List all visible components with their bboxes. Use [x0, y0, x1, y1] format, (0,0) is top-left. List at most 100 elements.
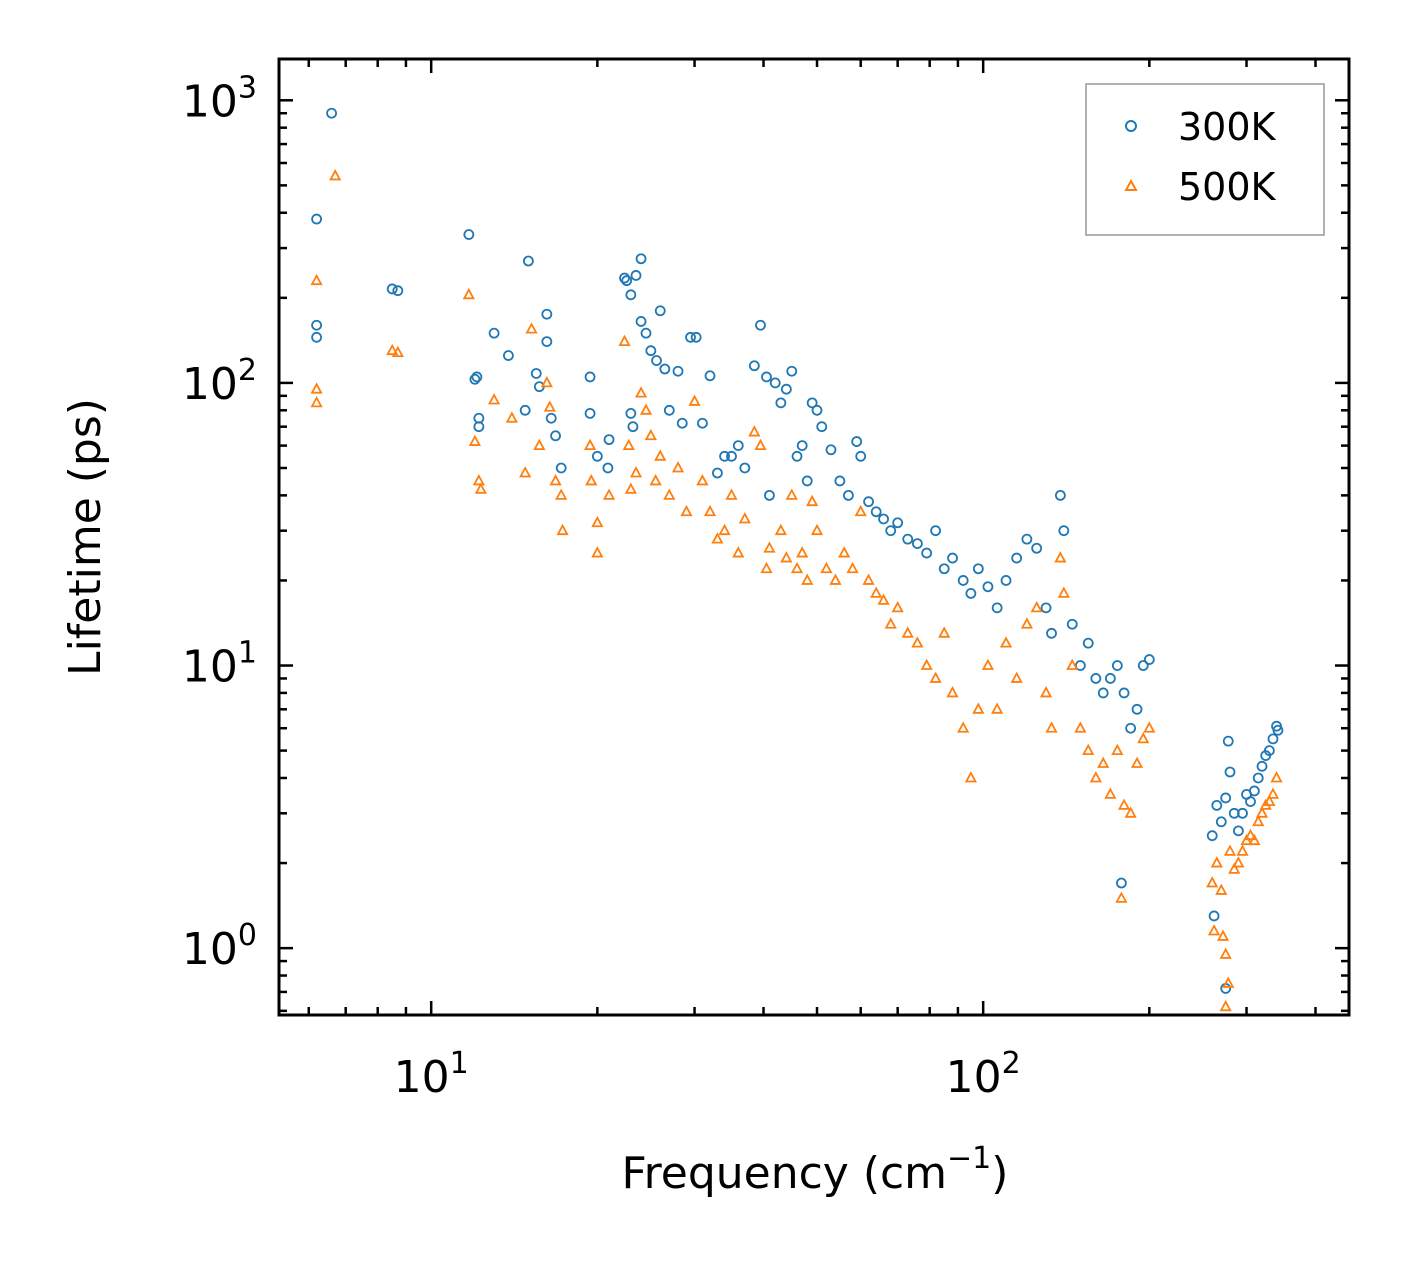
data-point-300k: [892, 517, 904, 529]
data-point-300k: [791, 450, 803, 462]
data-point-500k: [310, 273, 323, 286]
series-300k: [311, 107, 1284, 994]
data-point-500k: [1097, 756, 1110, 768]
data-point-500k: [519, 466, 532, 478]
data-point-500k: [1130, 756, 1144, 768]
data-point-300k: [855, 450, 867, 462]
data-point-500k: [1219, 999, 1232, 1012]
legend-marker-500k: [1124, 178, 1138, 191]
data-point-500k: [634, 386, 648, 398]
data-point-500k: [386, 343, 399, 356]
data-point-300k: [982, 581, 994, 593]
data-point-300k: [392, 285, 404, 297]
data-point-300k: [672, 365, 684, 377]
data-point-500k: [862, 573, 875, 585]
data-points: [310, 107, 1284, 1012]
data-point-300k: [311, 331, 322, 343]
data-point-500k: [1089, 771, 1102, 783]
data-point-300k: [469, 373, 481, 385]
data-point-300k: [645, 345, 657, 357]
data-point-500k: [763, 541, 776, 553]
y-tick-label-exponent: 1: [238, 636, 257, 671]
data-point-500k: [671, 461, 685, 473]
data-point-500k: [785, 488, 798, 500]
data-point-500k: [854, 504, 867, 517]
data-point-500k: [964, 771, 977, 783]
data-point-300k: [885, 525, 897, 537]
data-point-300k: [1082, 637, 1094, 649]
data-point-300k: [651, 355, 662, 366]
data-point-300k: [584, 408, 596, 419]
data-point-300k: [764, 489, 775, 501]
data-point-500k: [920, 658, 933, 670]
data-point-500k: [549, 474, 562, 486]
data-point-500k: [820, 561, 833, 574]
data-point-500k: [543, 400, 556, 412]
data-point-500k: [946, 686, 959, 698]
data-point-500k: [525, 322, 538, 334]
data-point-300k: [326, 107, 337, 119]
data-point-300k: [1252, 772, 1264, 784]
data-point-300k: [870, 506, 882, 518]
data-point-300k: [911, 538, 923, 550]
data-point-300k: [851, 436, 863, 447]
data-point-500k: [310, 395, 323, 408]
x-tick-label-exponent: 2: [1002, 1046, 1021, 1081]
y-tick-label-exponent: 3: [238, 70, 257, 105]
data-point-500k: [780, 551, 793, 563]
data-point-500k: [1074, 721, 1087, 733]
data-point-300k: [635, 253, 647, 265]
data-point-500k: [1111, 743, 1124, 756]
data-point-500k: [1228, 862, 1241, 874]
data-point-500k: [1039, 686, 1053, 698]
data-point-300k: [755, 319, 766, 331]
data-point-500k: [981, 658, 995, 670]
data-point-500k: [629, 466, 643, 478]
data-point-500k: [1115, 891, 1128, 903]
data-point-300k: [719, 450, 730, 462]
data-point-500k: [991, 702, 1004, 714]
data-point-500k: [957, 721, 970, 733]
data-point-500k: [1248, 833, 1261, 846]
data-point-500k: [838, 546, 851, 558]
data-point-500k: [711, 532, 724, 544]
data-point-500k: [591, 546, 604, 558]
data-point-300k: [1267, 733, 1279, 745]
y-tick-label: 103: [182, 70, 257, 127]
data-point-300k: [1256, 760, 1268, 772]
data-point-300k: [584, 371, 596, 383]
data-point-300k: [786, 365, 798, 377]
legend-marker-300k: [1125, 120, 1137, 132]
data-point-500k: [846, 561, 859, 574]
data-point-300k: [1118, 687, 1130, 699]
data-point-500k: [911, 636, 924, 648]
data-point-300k: [603, 434, 615, 446]
y-tick-label-exponent: 2: [238, 353, 257, 388]
data-point-300k: [550, 430, 561, 442]
data-point-500k: [877, 593, 890, 605]
y-tick-label: 102: [182, 353, 257, 410]
data-point-500k: [1215, 883, 1228, 895]
data-point-300k: [843, 489, 854, 501]
data-point-300k: [780, 383, 792, 395]
data-point-500k: [1104, 787, 1117, 799]
data-point-300k: [1040, 602, 1052, 614]
data-point-500k: [1223, 844, 1237, 856]
x-tick-label: 102: [946, 1046, 1021, 1103]
data-point-300k: [811, 404, 823, 416]
x-axis-label: Frequency (cm−1): [622, 1141, 1009, 1199]
data-point-500k: [801, 573, 814, 585]
data-point-300k: [555, 462, 567, 474]
data-point-300k: [541, 336, 553, 348]
data-point-500k: [790, 561, 804, 574]
data-point-300k: [957, 575, 969, 586]
data-point-500k: [649, 474, 662, 486]
data-point-500k: [462, 287, 475, 300]
data-point-500k: [602, 488, 616, 500]
data-point-500k: [696, 474, 709, 486]
data-point-300k: [1021, 533, 1033, 545]
legend-label-500k: 500K: [1178, 165, 1277, 209]
data-point-300k: [386, 283, 398, 295]
data-point-300k: [1000, 575, 1012, 586]
data-point-300k: [863, 496, 874, 508]
